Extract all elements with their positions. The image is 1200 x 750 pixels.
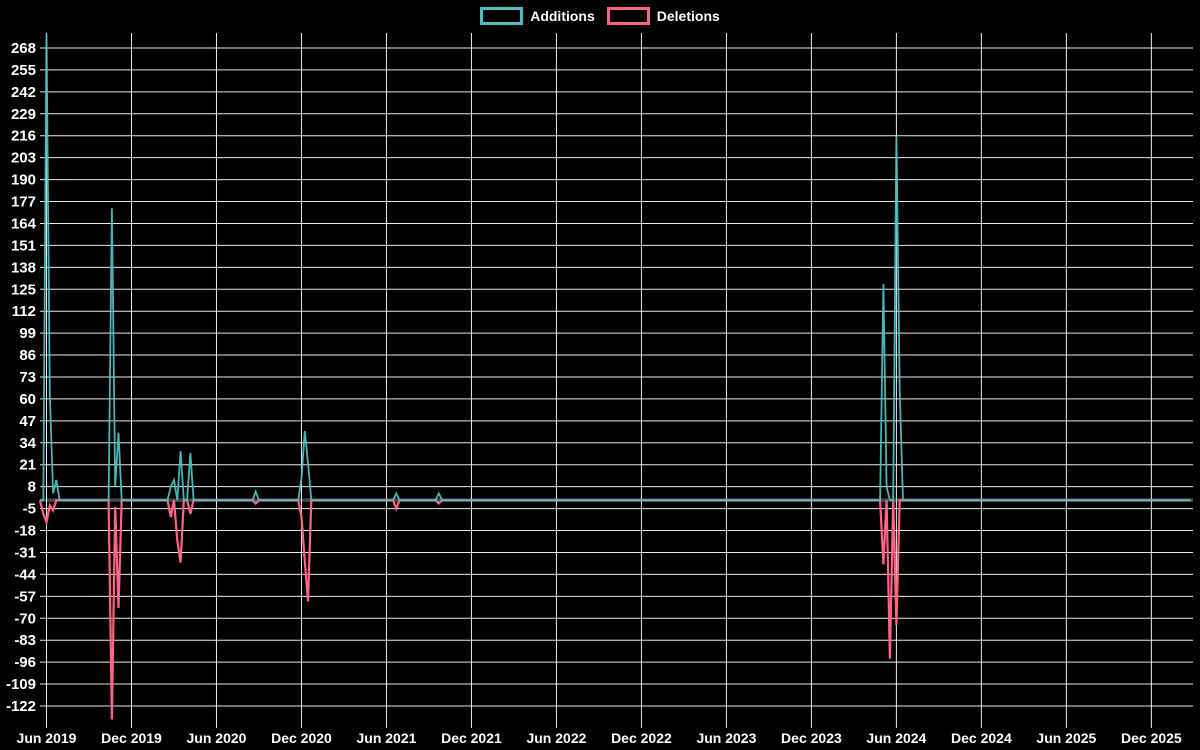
y-tick-label: -83 — [14, 632, 36, 649]
y-tick-label: 47 — [19, 413, 36, 430]
x-tick-label: Dec 2024 — [951, 730, 1012, 746]
y-tick-label: 86 — [19, 347, 36, 364]
chart-legend: Additions Deletions — [0, 7, 1200, 25]
y-tick-label: 34 — [19, 435, 36, 452]
y-tick-label: -31 — [14, 544, 36, 561]
y-tick-label: -96 — [14, 654, 36, 671]
x-tick-label: Jun 2023 — [696, 730, 756, 746]
additions-color-swatch — [480, 7, 524, 25]
x-tick-label: Jun 2021 — [356, 730, 416, 746]
deletions-line — [38, 499, 1191, 720]
x-tick-label: Jun 2022 — [526, 730, 586, 746]
y-tick-label: 73 — [19, 369, 36, 386]
y-tick-label: 190 — [11, 172, 36, 189]
y-tick-label: -70 — [14, 610, 36, 627]
x-tick-label: Jun 2025 — [1036, 730, 1096, 746]
legend-label-additions: Additions — [530, 8, 595, 24]
y-tick-label: -57 — [14, 588, 36, 605]
additions-line — [40, 34, 1191, 502]
y-tick-label: 268 — [11, 40, 36, 57]
y-tick-label: 229 — [11, 106, 36, 123]
y-tick-label: 138 — [11, 259, 36, 276]
y-tick-label: -44 — [14, 566, 36, 583]
y-tick-label: 151 — [11, 237, 36, 254]
y-tick-label: 216 — [11, 128, 36, 145]
x-tick-label: Jun 2019 — [17, 730, 77, 746]
y-tick-label: -18 — [14, 523, 36, 540]
x-tick-label: Jun 2020 — [187, 730, 247, 746]
y-tick-label: -5 — [23, 501, 36, 518]
y-tick-label: 203 — [11, 150, 36, 167]
y-tick-label: 164 — [11, 215, 37, 232]
x-tick-label: Dec 2022 — [611, 730, 672, 746]
y-tick-label: 21 — [19, 457, 36, 474]
y-tick-label: -122 — [6, 698, 36, 715]
y-tick-label: 255 — [11, 62, 36, 79]
x-tick-label: Dec 2023 — [781, 730, 842, 746]
y-tick-label: 242 — [11, 84, 36, 101]
x-tick-label: Jun 2024 — [866, 730, 926, 746]
y-tick-label: 99 — [19, 325, 36, 342]
deletions-color-swatch — [606, 7, 650, 25]
y-tick-label: 112 — [12, 303, 36, 320]
y-tick-label: 60 — [19, 391, 36, 408]
x-tick-label: Dec 2019 — [101, 730, 162, 746]
legend-label-deletions: Deletions — [656, 8, 720, 24]
x-tick-label: Dec 2025 — [1121, 730, 1182, 746]
y-tick-label: 125 — [11, 281, 36, 298]
legend-item-additions[interactable]: Additions — [480, 7, 595, 25]
legend-item-deletions[interactable]: Deletions — [606, 7, 720, 25]
x-tick-label: Dec 2020 — [271, 730, 332, 746]
y-tick-label: 177 — [11, 194, 36, 211]
x-tick-label: Dec 2021 — [441, 730, 502, 746]
y-tick-label: -109 — [6, 676, 36, 693]
y-tick-label: 8 — [28, 479, 36, 496]
